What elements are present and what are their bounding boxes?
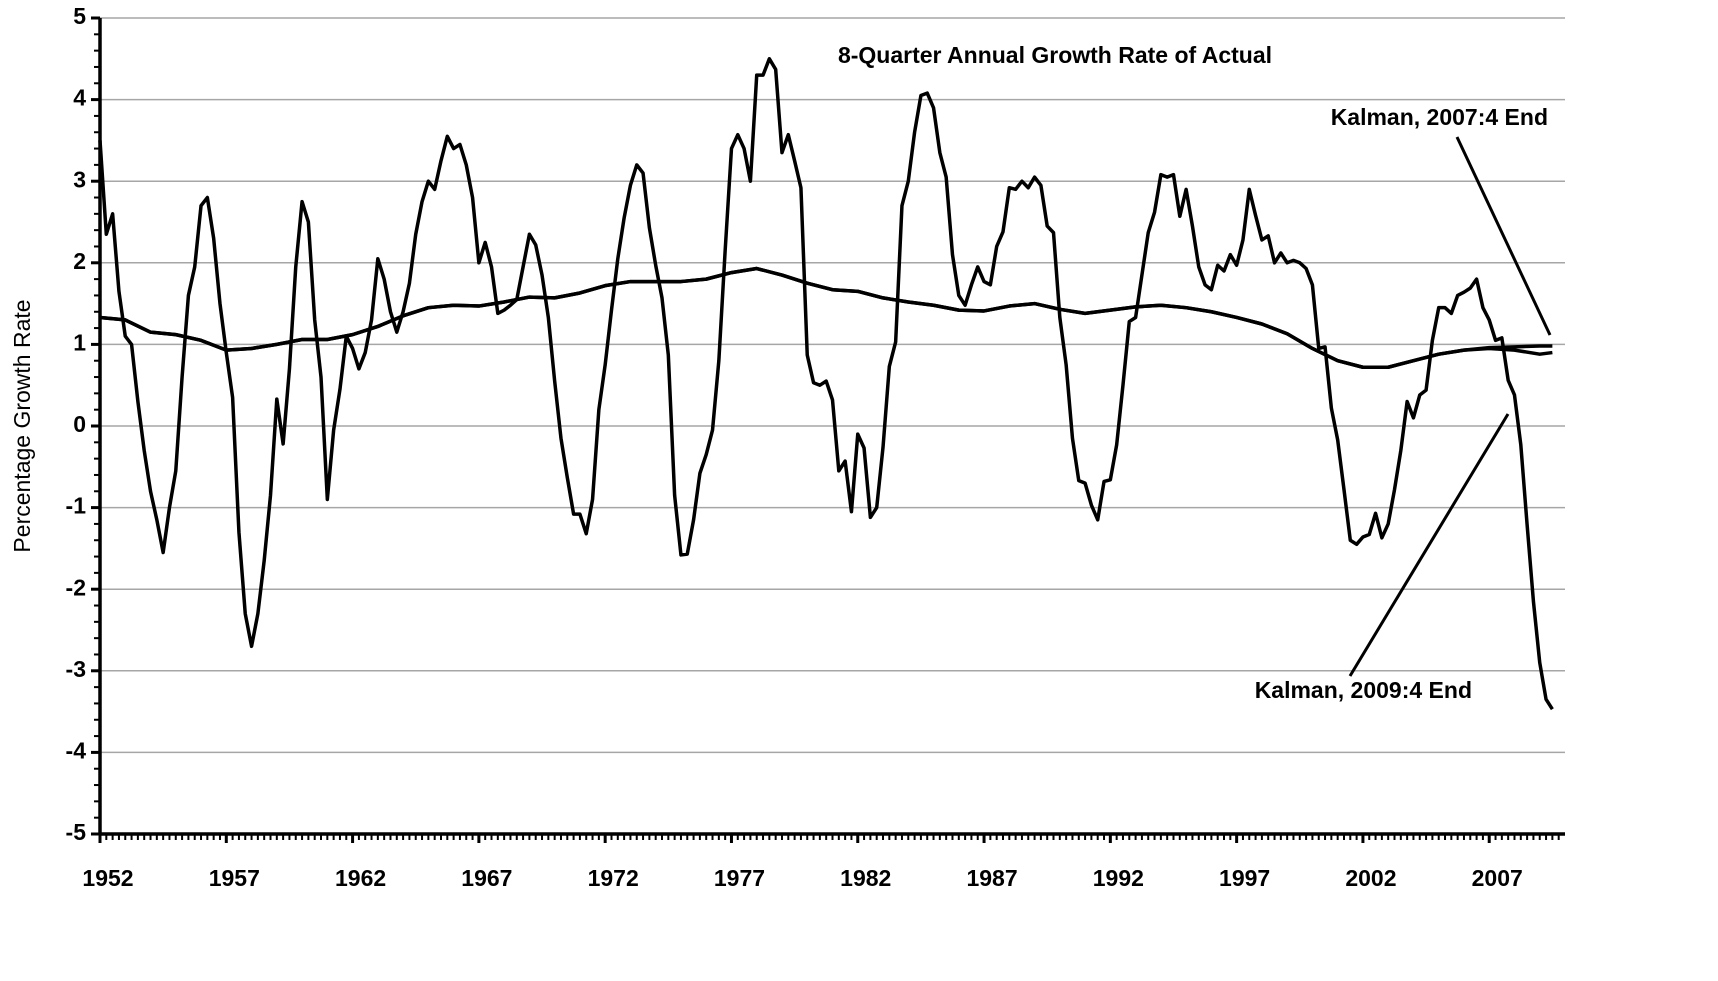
x-tick-label: 2002 <box>1345 865 1396 891</box>
grid <box>100 17 1565 835</box>
series-annotation: Kalman, 2009:4 End <box>1255 677 1472 703</box>
series-annotation: 8-Quarter Annual Growth Rate of Actual <box>838 42 1272 68</box>
x-tick-label: 2007 <box>1472 865 1523 891</box>
x-tick-label: 1997 <box>1219 865 1270 891</box>
y-tick-label: 4 <box>73 85 86 111</box>
y-tick-label: 1 <box>73 329 86 355</box>
x-tick-label: 1992 <box>1093 865 1144 891</box>
y-tick-label: 2 <box>73 248 86 274</box>
x-tick-label: 1967 <box>461 865 512 891</box>
y-tick-label: -3 <box>66 656 86 682</box>
y-tick-label: -2 <box>66 574 86 600</box>
annotation-pointer <box>1348 413 1510 677</box>
y-axis-label: Percentage Growth Rate <box>9 299 35 552</box>
y-tick-label: -5 <box>66 819 87 845</box>
x-tick-label: 1962 <box>335 865 386 891</box>
y-tick-label: -4 <box>66 737 87 763</box>
x-tick-label: 1987 <box>966 865 1017 891</box>
axes: -5 -4 -3 -2 -1 0 1 2 3 4 5 1952 1957 1962 1967 1972 1977… <box>66 3 1565 891</box>
series-line <box>99 266 1553 369</box>
x-tick-label: 1957 <box>209 865 260 891</box>
y-tick-label: 5 <box>73 3 86 29</box>
y-tick-label: -1 <box>66 493 87 519</box>
x-tick-label: 1977 <box>714 865 765 891</box>
annotation-pointer <box>1455 136 1552 336</box>
x-tick-label: 1952 <box>82 865 133 891</box>
series-line <box>98 57 1554 711</box>
x-tick-label: 1972 <box>588 865 639 891</box>
x-tick-label: 1982 <box>840 865 891 891</box>
series-annotation: Kalman, 2007:4 End <box>1331 104 1548 130</box>
lines <box>98 57 1554 711</box>
y-tick-label: 3 <box>73 166 86 192</box>
y-tick-label: 0 <box>73 411 86 437</box>
